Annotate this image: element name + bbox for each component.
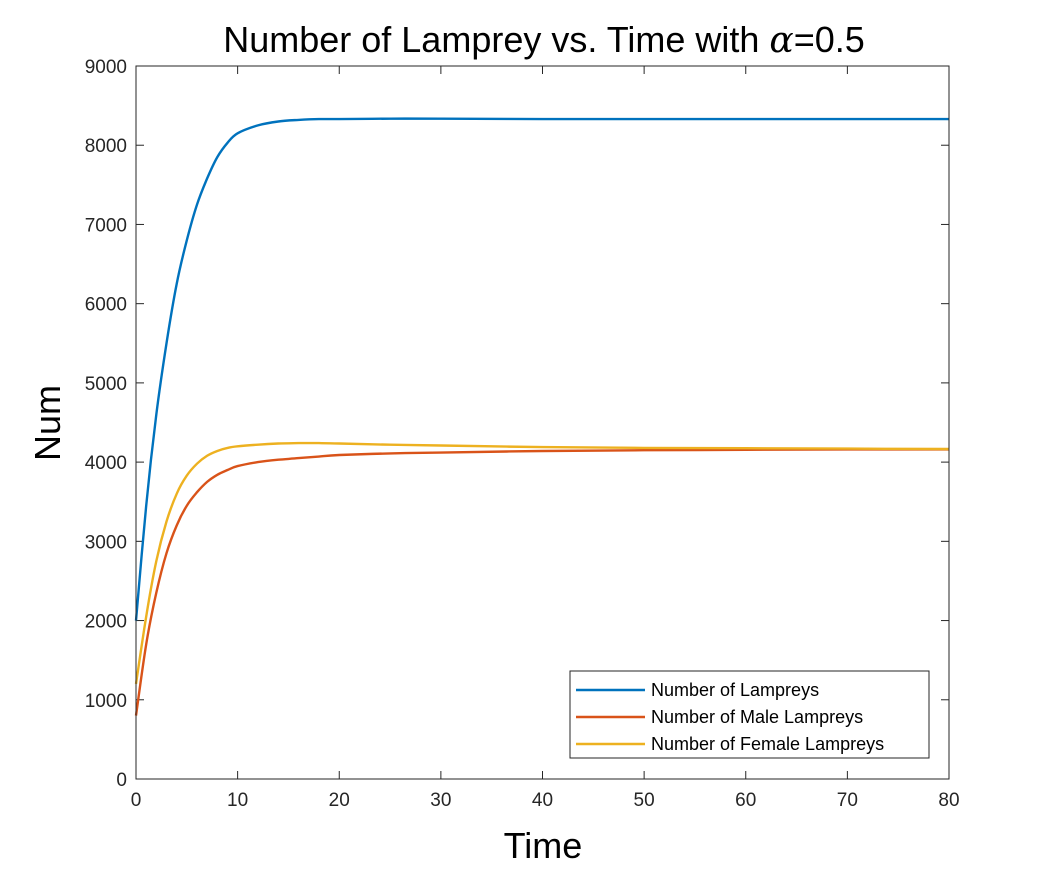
y-tick-label: 9000 [85,57,127,78]
alpha-symbol: α [769,20,793,61]
y-tick-label: 6000 [85,295,127,316]
series-line-0 [134,117,949,621]
x-axis-title: Time [504,825,583,866]
chart-title: Number of Lamprey vs. Time with α=0.5 [223,19,865,61]
chart-title-prefix: Number of Lamprey vs. Time with [223,19,769,60]
x-tick-label: 0 [131,790,142,811]
tick-labels: 0 10 20 30 40 50 60 70 80 0 1000 2000 3000 4000 5000 60… [85,57,960,811]
y-tick-label: 1000 [85,691,127,712]
x-tick-label: 50 [634,790,655,811]
legend: Number of Lampreys Number of Male Lamprey… [569,670,930,759]
y-tick-label: 2000 [85,612,127,633]
x-tick-label: 80 [938,790,959,811]
chart-title-suffix: =0.5 [794,19,865,60]
x-tick-label: 10 [227,790,248,811]
x-tick-label: 70 [837,790,858,811]
y-tick-label: 5000 [85,374,127,395]
x-tick-label: 40 [532,790,553,811]
legend-label: Number of Lampreys [651,680,819,700]
y-tick-label: 4000 [85,453,127,474]
plot-area [136,66,949,779]
legend-label: Number of Female Lampreys [651,734,884,754]
axes-box [135,65,950,780]
x-tick-label: 20 [329,790,350,811]
y-tick-label: 7000 [85,215,127,236]
y-tick-label: 8000 [85,136,127,157]
legend-label: Number of Male Lampreys [651,707,863,727]
x-tick-label: 30 [430,790,451,811]
series-line-1 [134,448,949,716]
y-tick-label: 3000 [85,532,127,553]
series-lines [134,117,950,716]
y-axis-title: Num [27,385,68,461]
x-tick-label: 60 [735,790,756,811]
series-line-2 [134,441,950,685]
y-tick-label: 0 [116,770,127,791]
